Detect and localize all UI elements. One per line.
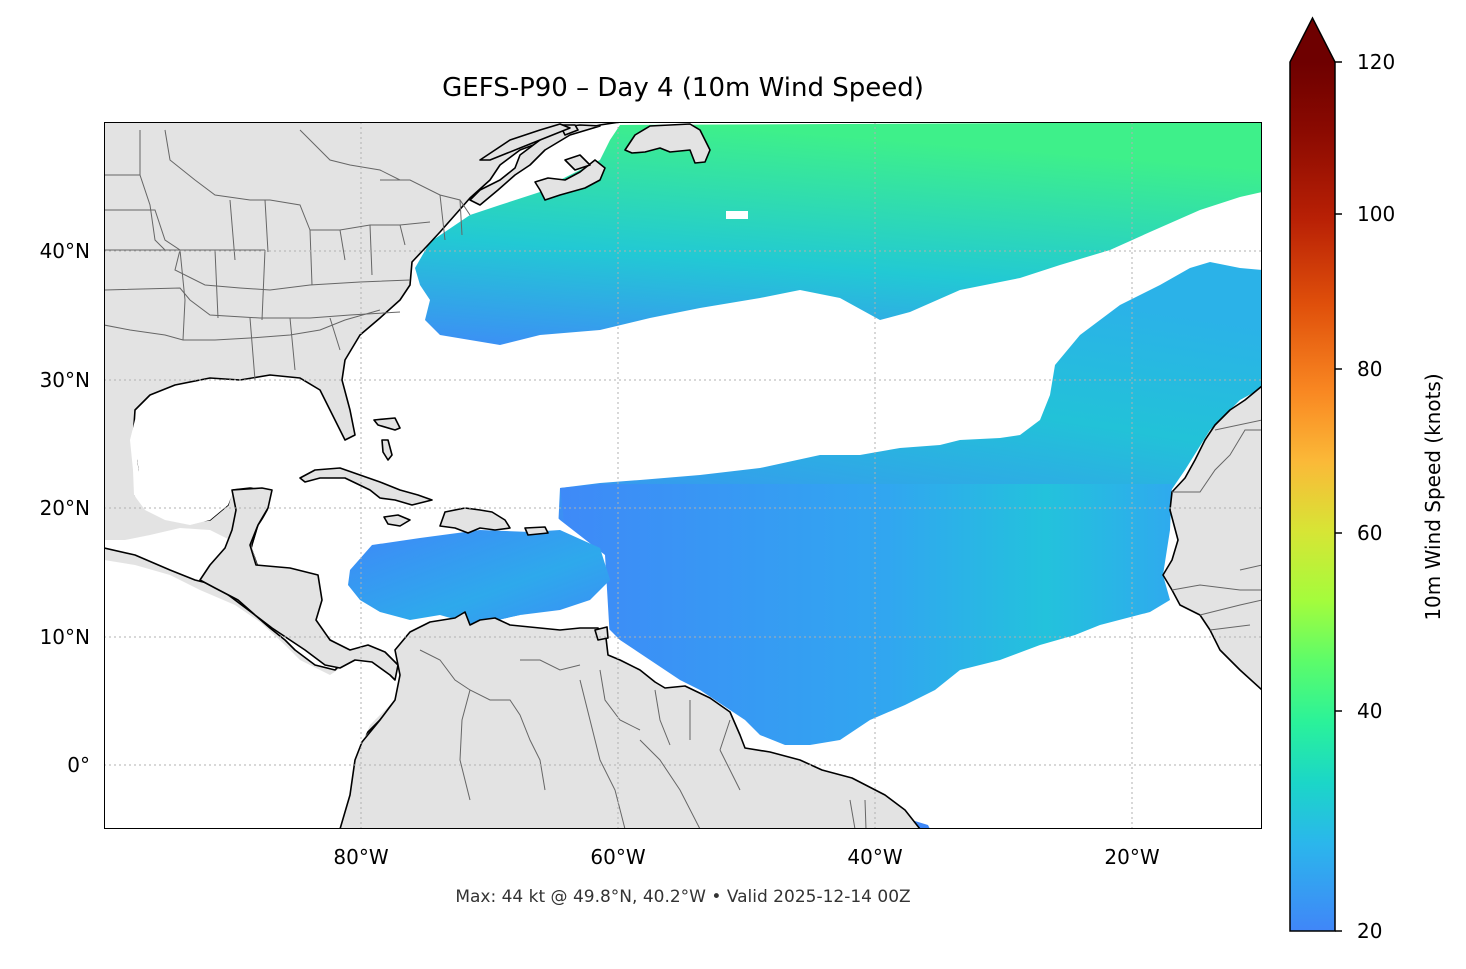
y-tick-label: 10°N (39, 625, 90, 649)
max-value-annotation: Max: 44 kt @ 49.8°N, 40.2°W • Valid 2025… (455, 887, 911, 907)
graticule (105, 123, 1261, 828)
cuba (298, 466, 433, 506)
puerto-rico (523, 525, 549, 536)
y-tick-label: 40°N (39, 239, 90, 263)
nova-scotia (533, 158, 606, 201)
hispaniola (438, 506, 511, 534)
x-tick-label: 40°W (847, 845, 903, 869)
africa-west (1161, 384, 1261, 691)
gaspe-peninsula (478, 123, 571, 161)
colorbar-tick-marks (1335, 61, 1342, 932)
wind-speed-map (105, 123, 1261, 828)
y-tick-label: 20°N (39, 496, 90, 520)
colorbar-tick-label: 20 (1357, 919, 1383, 943)
x-tick-label: 60°W (590, 845, 646, 869)
central-america (198, 486, 399, 681)
ne-atlantic-wind-lobe (557, 261, 1261, 530)
colorbar-tick-label: 120 (1357, 50, 1396, 74)
gulf-of-mexico (129, 381, 340, 525)
bahamas-island-2 (380, 438, 393, 461)
land-layer (105, 123, 1261, 828)
caribbean-wind-area-overlay (347, 529, 610, 625)
colorbar-tick-label: 100 (1357, 202, 1396, 226)
jamaica (382, 513, 411, 527)
colorbar-tick-label: 40 (1357, 699, 1383, 723)
south-america (338, 610, 921, 828)
newfoundland (623, 123, 711, 164)
map-plot-area (104, 122, 1262, 829)
maritimes-coast (468, 123, 601, 206)
pei (563, 153, 591, 171)
y-tick-label: 0° (67, 753, 90, 777)
x-tick-label: 80°W (333, 845, 389, 869)
tropical-trade-wind-belt (539, 483, 1172, 745)
colorbar-extend-max-arrow (1290, 18, 1335, 62)
colorbar-tick-label: 60 (1357, 521, 1383, 545)
chart-title: GEFS-P90 – Day 4 (10m Wind Speed) (442, 73, 924, 103)
state-country-borders (105, 129, 1261, 828)
trinidad (593, 625, 609, 641)
colorbar-tick-label: 80 (1357, 357, 1383, 381)
pacific-ocean-south (105, 559, 402, 828)
colorbar-gradient (1290, 62, 1335, 931)
x-tick-label: 20°W (1104, 845, 1160, 869)
y-tick-label: 30°N (39, 368, 90, 392)
wind-field-layer (161, 123, 1261, 828)
north-atlantic-wind-band (414, 123, 1261, 345)
colorbar (1289, 16, 1342, 932)
data-gap (725, 210, 748, 219)
colorbar-outline (1289, 16, 1336, 932)
colorbar-label: 10m Wind Speed (knots) (1421, 373, 1445, 621)
bahamas-island (372, 416, 401, 431)
